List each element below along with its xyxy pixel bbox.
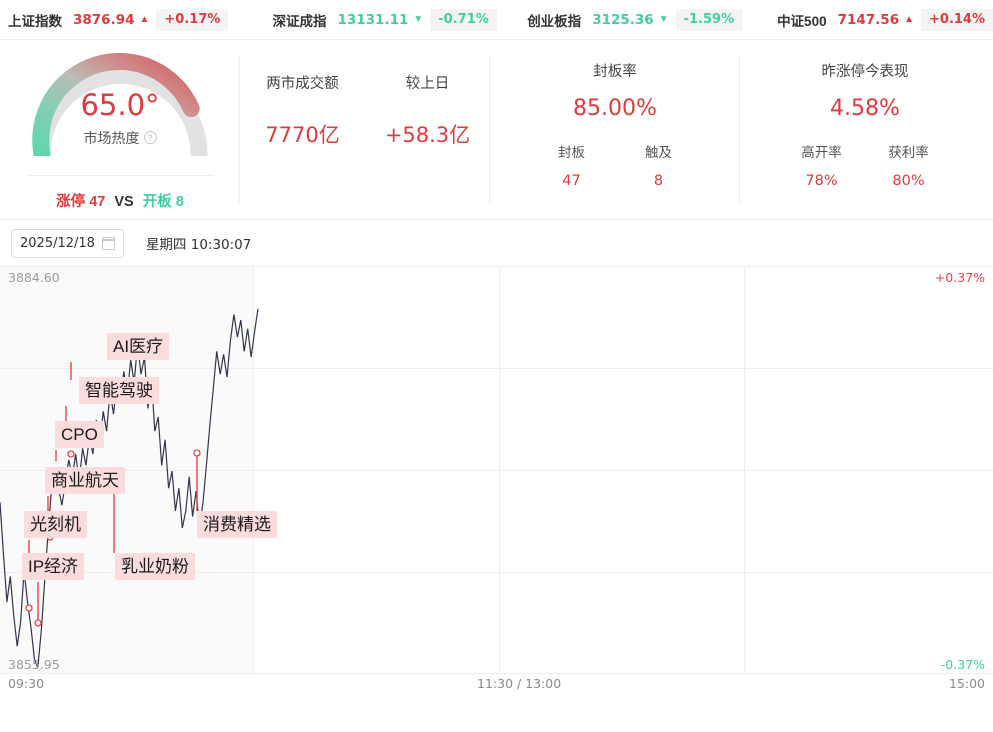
index-value: 3125.36 [592, 11, 654, 28]
index-percent: +0.14% [921, 8, 993, 31]
index-item-2[interactable]: 创业板指 3125.36 ▼ -1.59% [527, 8, 743, 31]
seal-rate-card: 封板率 85.00% 封板 47 触及 8 [490, 40, 740, 219]
index-item-1[interactable]: 深证成指 13131.11 ▼ -0.71% [272, 8, 497, 31]
turnover-values: 7770亿 +58.3亿 [240, 93, 490, 149]
chart-annotation-5[interactable]: IP经济 [22, 553, 85, 580]
seal-rate-sub-1: 触及 8 [615, 141, 702, 189]
yesterday-sub: 高开率 78% 获利率 80% [740, 141, 990, 189]
pct-bottom-label: -0.37% [940, 657, 985, 672]
vs-label: VS [114, 194, 134, 210]
index-name: 上证指数 [8, 13, 62, 29]
market-heat-value: 65.0° [80, 88, 160, 122]
y-axis-bottom-label: 3855.95 [8, 657, 60, 672]
sub-label: 获利率 [888, 145, 929, 160]
annotation-marker [34, 619, 42, 627]
weekday-time: 星期四 10:30:07 [145, 237, 252, 253]
limit-up-vs-open-board: 涨停 47 VS 开板 8 [27, 175, 213, 211]
chart-canvas[interactable] [0, 266, 993, 674]
index-name: 深证成指 [272, 13, 327, 29]
date-picker[interactable]: 2025/12/18 [11, 228, 124, 258]
index-bar: 上证指数 3876.94 ▲ +0.17% 深证成指 13131.11 ▼ -0… [0, 0, 993, 40]
index-arrow-down-icon: ▼ [658, 14, 669, 25]
intraday-chart[interactable]: 3884.60 3855.95 +0.37% -0.37% AI医疗智能驾驶 CP… [0, 266, 993, 674]
turnover-titles: 两市成交额 较上日 [240, 72, 490, 93]
date-picker-value: 2025/12/18 [20, 235, 95, 251]
market-heat-gauge: 65.0° 市场热度? [28, 52, 213, 163]
market-heat-card: 65.0° 市场热度? 涨停 47 VS 开板 8 [0, 40, 240, 219]
x-tick-1: 11:30 / 13:00 [477, 676, 562, 691]
calendar-icon[interactable] [101, 236, 115, 250]
chart-annotation-0[interactable]: AI医疗 [107, 333, 170, 360]
index-arrow-up-icon: ▲ [139, 14, 150, 25]
chart-gridlines [0, 266, 993, 674]
sub-value: 80% [892, 173, 925, 189]
index-percent: -0.71% [430, 8, 497, 31]
chart-x-axis: 09:30 11:30 / 13:00 15:00 [0, 674, 993, 698]
chart-annotation-4[interactable]: 光刻机 [24, 511, 87, 538]
index-arrow-down-icon: ▼ [413, 14, 424, 25]
sub-label: 封板 [558, 145, 585, 160]
turnover-card: 两市成交额 较上日 7770亿 +58.3亿 [240, 40, 490, 219]
market-heat-caption: 市场热度 [83, 130, 140, 146]
card-divider [739, 56, 740, 203]
seal-rate-value: 85.00% [573, 96, 657, 121]
x-tick-2: 15:00 [948, 676, 985, 691]
index-percent: -1.59% [675, 8, 743, 31]
index-name: 创业板指 [527, 13, 582, 29]
limit-up-label: 涨停 [56, 194, 86, 210]
market-heat-label: 市场热度? [28, 128, 213, 148]
turnover-title: 两市成交额 [266, 76, 339, 92]
summary-cards: 65.0° 市场热度? 涨停 47 VS 开板 8 两市成交额 较上日 7770… [0, 40, 993, 220]
seal-rate-sub-0: 封板 47 [528, 141, 615, 189]
chart-annotation-2[interactable]: CPO [55, 421, 104, 448]
index-value: 3876.94 [73, 11, 135, 28]
seal-rate-sub: 封板 47 触及 8 [490, 141, 740, 189]
index-arrow-up-icon: ▲ [904, 14, 914, 25]
chart-annotation-6[interactable]: 乳业奶粉 [115, 553, 195, 580]
help-icon[interactable]: ? [143, 131, 157, 144]
yesterday-title: 昨涨停今表现 [821, 64, 909, 80]
index-name: 中证500 [777, 13, 827, 29]
yesterday-performance-card: 昨涨停今表现 4.58% 高开率 78% 获利率 80% [740, 40, 990, 219]
chart-annotation-3[interactable]: 商业航天 [45, 467, 125, 494]
yesterday-value: 4.58% [830, 96, 900, 121]
annotation-marker [193, 449, 201, 457]
sub-value: 47 [562, 173, 581, 189]
limit-up-count: 47 [89, 194, 106, 210]
sub-label: 高开率 [801, 145, 842, 160]
date-bar: 2025/12/18 星期四 10:30:07 [0, 220, 993, 266]
pct-top-label: +0.37% [934, 270, 985, 285]
seal-rate-title: 封板率 [593, 64, 637, 80]
annotation-marker [25, 604, 33, 612]
yesterday-sub-1: 获利率 80% [865, 141, 952, 189]
chart-annotation-1[interactable]: 智能驾驶 [79, 377, 159, 404]
index-percent: +0.17% [156, 8, 229, 31]
chart-annotation-7[interactable]: 消费精选 [197, 511, 277, 538]
card-divider [489, 56, 490, 203]
card-divider [239, 56, 240, 203]
sub-value: 8 [653, 173, 664, 189]
open-board-label: 开板 [142, 194, 172, 210]
yesterday-sub-0: 高开率 78% [778, 141, 865, 189]
gauge-arc-icon [31, 52, 207, 163]
sub-label: 触及 [645, 145, 672, 160]
index-item-0[interactable]: 上证指数 3876.94 ▲ +0.17% [8, 8, 229, 31]
turnover-value: 7770亿 [265, 123, 340, 147]
sub-value: 78% [805, 173, 838, 189]
turnover-compare-value: +58.3亿 [384, 123, 471, 147]
index-value: 7147.56 [837, 11, 900, 28]
x-tick-0: 09:30 [8, 676, 45, 691]
turnover-compare-title: 较上日 [405, 76, 450, 92]
y-axis-top-label: 3884.60 [8, 270, 60, 285]
open-board-count: 8 [175, 194, 184, 210]
index-item-3[interactable]: 中证500 7147.56 ▲ +0.14% [777, 8, 993, 31]
index-value: 13131.11 [337, 11, 409, 28]
annotation-marker [67, 450, 75, 458]
